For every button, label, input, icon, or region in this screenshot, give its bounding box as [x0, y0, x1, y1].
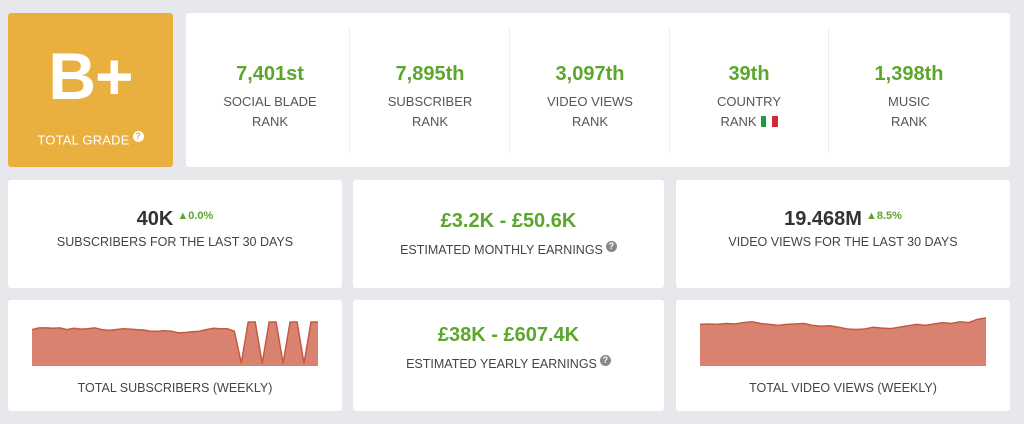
- video-views-value: 19.468M: [784, 208, 862, 230]
- chart-title: TOTAL SUBSCRIBERS (WEEKLY): [77, 381, 273, 395]
- italy-flag-icon: [760, 116, 778, 127]
- total-grade-tile: B+ TOTAL GRADE?: [8, 13, 173, 167]
- music-rank: 1,398th MUSIC RANK: [829, 13, 989, 167]
- video-views-rank: 3,097th VIDEO VIEWS RANK: [510, 13, 670, 167]
- rank-label: MUSIC RANK: [888, 94, 930, 129]
- divider: [828, 27, 829, 153]
- ranks-card: 7,401st SOCIAL BLADE RANK 7,895th SUBSCRI…: [186, 13, 1010, 167]
- divider: [669, 27, 670, 153]
- sparkline-area: [700, 318, 986, 366]
- divider: [509, 27, 510, 153]
- help-icon[interactable]: ?: [599, 355, 611, 366]
- subscribers-value: 40K: [136, 208, 174, 230]
- country-rank: 39th COUNTRY RANK: [669, 13, 829, 167]
- rank-label: VIDEO VIEWS RANK: [547, 94, 633, 129]
- video-views-weekly-chart-card: TOTAL VIDEO VIEWS (WEEKLY): [676, 300, 1010, 411]
- subscriber-rank: 7,895th SUBSCRIBER RANK: [350, 13, 510, 167]
- chart-title: TOTAL VIDEO VIEWS (WEEKLY): [749, 381, 937, 395]
- grade-label-text: TOTAL GRADE: [37, 132, 130, 148]
- rank-label: SOCIAL BLADE RANK: [223, 94, 317, 129]
- grade-label: TOTAL GRADE?: [8, 131, 173, 147]
- subscribers-30-days-card: 40K ▲0.0% SUBSCRIBERS FOR THE LAST 30 DAY…: [8, 180, 342, 288]
- video-views-30-days-card: 19.468M ▲8.5% VIDEO VIEWS FOR THE LAST 30…: [676, 180, 1010, 288]
- monthly-earnings-caption: ESTIMATED MONTHLY EARNINGS?: [353, 241, 664, 257]
- rank-value: 7,895th: [395, 63, 465, 85]
- rank-value: 39th: [728, 63, 770, 85]
- subscribers-caption: SUBSCRIBERS FOR THE LAST 30 DAYS: [56, 235, 294, 249]
- yearly-earnings-value: £38K - £607.4K: [437, 324, 580, 346]
- social-blade-rank: 7,401st SOCIAL BLADE RANK: [190, 13, 350, 167]
- subscribers-change: ▲0.0%: [177, 209, 214, 222]
- rank-value: 1,398th: [874, 63, 944, 85]
- monthly-earnings-card: £3.2K - £50.6K ESTIMATED MONTHLY EARNING…: [353, 180, 664, 288]
- sparkline-line: [32, 321, 318, 364]
- help-icon[interactable]: ?: [605, 241, 617, 252]
- grade-letter: B+: [48, 39, 133, 113]
- rank-label: SUBSCRIBER RANK: [387, 94, 473, 129]
- sparkline-line: [700, 317, 986, 331]
- yearly-earnings-card: £38K - £607.4K ESTIMATED YEARLY EARNINGS…: [353, 300, 664, 411]
- divider: [349, 27, 350, 153]
- rank-value: 7,401st: [236, 63, 304, 85]
- video-views-change: ▲8.5%: [865, 209, 902, 222]
- help-icon[interactable]: ?: [132, 131, 144, 142]
- rank-label: COUNTRY RANK: [716, 94, 782, 129]
- rank-value: 3,097th: [555, 63, 625, 85]
- subscribers-weekly-sparkline: [32, 321, 318, 366]
- video-views-caption: VIDEO VIEWS FOR THE LAST 30 DAYS: [728, 235, 958, 249]
- subscribers-weekly-chart-card: TOTAL SUBSCRIBERS (WEEKLY): [8, 300, 342, 411]
- monthly-earnings-value: £3.2K - £50.6K: [440, 210, 577, 232]
- yearly-earnings-caption: ESTIMATED YEARLY EARNINGS?: [353, 355, 664, 371]
- video-views-weekly-sparkline: [700, 317, 986, 366]
